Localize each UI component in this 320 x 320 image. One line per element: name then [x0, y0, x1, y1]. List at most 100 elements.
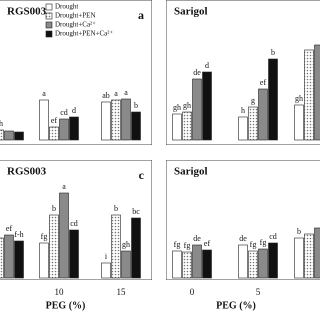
- bar: [121, 250, 131, 279]
- bar: [182, 251, 192, 279]
- significance-letter: a: [114, 89, 118, 98]
- significance-letter: f-h: [14, 230, 23, 239]
- panel-label: a: [138, 8, 144, 22]
- panel: f-haabghefacdadb: [0, 0, 152, 145]
- significance-letter: b: [134, 101, 138, 110]
- bar: [69, 229, 79, 279]
- significance-letter: cd: [60, 108, 68, 117]
- legend-label: Drought: [55, 3, 78, 11]
- bar: [172, 250, 182, 279]
- bar: [131, 111, 141, 141]
- significance-letter: de: [239, 234, 247, 243]
- significance-letter: gh: [183, 101, 191, 110]
- bar: [258, 248, 268, 279]
- bar: [14, 240, 24, 279]
- panel: fg i b b ef a gh f-h cd bc: [0, 160, 152, 280]
- significance-letter: fg: [174, 240, 181, 249]
- bar: [4, 234, 14, 279]
- bar: [248, 250, 258, 279]
- panel-title: RGS003: [7, 166, 47, 178]
- bar: [0, 129, 4, 141]
- bar: [248, 106, 258, 141]
- bar: [14, 131, 24, 141]
- significance-letter: ab: [102, 91, 110, 100]
- significance-letter: b: [271, 48, 275, 57]
- significance-letter: d: [72, 106, 76, 115]
- bar: [294, 104, 304, 141]
- significance-letter: gh: [122, 240, 130, 249]
- panel-label: c: [139, 168, 145, 182]
- significance-letter: ef: [51, 116, 58, 125]
- bar: [59, 192, 69, 279]
- significance-letter: gh: [0, 119, 3, 128]
- bar: [101, 262, 111, 279]
- bar: [192, 244, 202, 279]
- legend-label: Drought+PEN+Ca²⁺: [55, 30, 113, 38]
- significance-letter: fg: [184, 241, 191, 250]
- bar: [294, 237, 304, 279]
- significance-letter: ef: [260, 78, 267, 87]
- bar: [314, 227, 320, 279]
- bar: [0, 237, 4, 279]
- x-tick-label: 15: [117, 287, 127, 297]
- significance-letter: fg: [250, 240, 257, 249]
- significance-letter: a: [124, 88, 128, 97]
- significance-letter: gh: [173, 103, 181, 112]
- panel-title: RGS003: [7, 6, 47, 18]
- x-axis-label: PEG (%): [46, 300, 86, 311]
- bar: [101, 101, 111, 141]
- significance-letter: i: [105, 252, 108, 261]
- legend-swatch: [45, 30, 53, 38]
- significance-letter: d: [205, 61, 209, 70]
- bar: [268, 242, 278, 279]
- significance-letter: g: [251, 96, 255, 105]
- significance-letter: bc: [132, 207, 140, 216]
- bar: [202, 249, 212, 279]
- x-tick-label: 0: [190, 287, 195, 297]
- significance-letter: ef: [204, 239, 211, 248]
- bar: [192, 78, 202, 141]
- significance-letter: fg: [260, 238, 267, 247]
- significance-letter: b: [114, 204, 118, 213]
- bar: [238, 244, 248, 279]
- significance-letter: gh: [295, 94, 303, 103]
- x-axis-label: PEG (%): [216, 300, 256, 311]
- bar: [172, 113, 182, 141]
- legend-label: Drought+PEN: [55, 12, 96, 20]
- bar: [59, 118, 69, 141]
- bar: [304, 233, 314, 279]
- significance-letter: b: [297, 227, 301, 236]
- significance-letter: a: [42, 89, 46, 98]
- bar: [202, 71, 212, 141]
- legend-swatch: [45, 3, 53, 11]
- significance-letter: a: [62, 182, 66, 191]
- significance-letter: de: [193, 68, 201, 77]
- panel-title: Sarigol: [174, 6, 208, 18]
- x-tick-label: 10: [55, 287, 65, 297]
- significance-letter: cd: [70, 219, 78, 228]
- bar: [4, 130, 14, 141]
- bar: [131, 217, 141, 279]
- bar: [49, 126, 59, 141]
- bar: [111, 214, 121, 279]
- bar: [268, 58, 278, 141]
- bar: [111, 99, 121, 141]
- significance-letter: de: [193, 234, 201, 243]
- bar: [121, 98, 131, 141]
- bar: [238, 116, 248, 141]
- significance-letter: cd: [269, 232, 277, 241]
- bar: [39, 99, 49, 141]
- bar: [49, 214, 59, 279]
- bar: [39, 242, 49, 279]
- x-tick-label: 5: [256, 287, 261, 297]
- bar: [182, 111, 192, 141]
- bar: [69, 116, 79, 141]
- bar: [258, 88, 268, 141]
- panel-title: Sarigol: [174, 166, 208, 178]
- bar: [304, 49, 314, 141]
- bar: [314, 44, 320, 141]
